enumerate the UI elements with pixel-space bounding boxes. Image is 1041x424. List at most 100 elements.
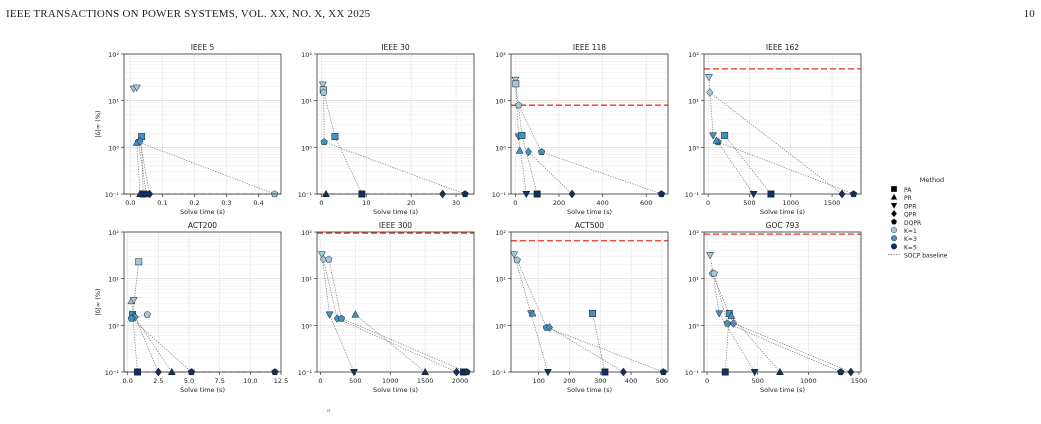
legend-marker — [890, 218, 898, 225]
legend-label: DPR — [904, 203, 916, 210]
subplot-ieee-162: 10⁻¹ 10⁰ 10¹ 10² 0 500 1000 1500 IEEE 162 Solve t… — [685, 43, 862, 216]
data-point — [589, 309, 597, 317]
data-point — [135, 258, 143, 266]
data-point — [524, 147, 532, 157]
data-point — [322, 189, 330, 197]
x-tick-label: 400 — [625, 377, 637, 385]
data-point — [537, 148, 546, 155]
x-tick-label: 0.4 — [253, 199, 263, 207]
x-tick-label: 200 — [553, 199, 565, 207]
connector-line — [141, 136, 144, 195]
x-tick-label: 10.0 — [243, 377, 257, 385]
connector-line — [130, 314, 275, 373]
data-point — [167, 367, 176, 375]
subplot-title: IEEE 5 — [191, 43, 215, 52]
y-tick-label: 10¹ — [688, 276, 699, 284]
legend-label: K=3 — [904, 236, 917, 243]
data-point — [337, 314, 346, 322]
y-tick-label: 10⁻¹ — [685, 369, 700, 377]
data-point — [320, 138, 328, 146]
y-tick-label: 10⁰ — [108, 322, 119, 330]
data-point — [515, 146, 524, 154]
y-tick-label: 10¹ — [301, 276, 312, 284]
x-tick-label: 1000 — [782, 199, 799, 207]
data-point — [712, 136, 721, 144]
legend-marker — [890, 202, 898, 209]
connector-line — [724, 135, 772, 195]
axes-frame — [510, 53, 669, 195]
connector-line — [134, 316, 159, 373]
data-point — [318, 81, 327, 89]
data-point — [727, 311, 736, 319]
x-tick-label: 1000 — [800, 377, 817, 385]
connector-line — [709, 92, 843, 195]
connector-line — [717, 141, 854, 195]
subplot-title: ACT500 — [575, 221, 604, 230]
data-point — [331, 133, 339, 141]
x-tick-label: 0 — [319, 199, 323, 207]
connector-line — [515, 79, 527, 195]
y-tick-label: 10⁻¹ — [492, 191, 507, 199]
x-tick-label: 0.2 — [189, 199, 199, 207]
data-point — [528, 309, 537, 317]
data-point — [543, 369, 552, 377]
page-number: 10 — [1023, 8, 1035, 20]
data-point — [319, 254, 327, 264]
subplot-title: IEEE 118 — [573, 43, 606, 52]
legend-label: DQPR — [904, 220, 921, 227]
legend-label: PR — [904, 195, 912, 202]
x-axis-label: Solve time (s) — [180, 386, 225, 394]
x-tick-label: 0 — [318, 377, 322, 385]
legend-marker — [891, 226, 898, 233]
data-point — [511, 76, 520, 84]
subplot-act200: 10⁻¹ 10⁰ 10¹ 10² 0.0 2.5 5.0 7.5 10.0 12.5 ACT200 S… — [94, 221, 288, 394]
x-tick-label: 10 — [362, 199, 370, 207]
x-tick-label: 2.5 — [153, 377, 163, 385]
connector-line — [731, 315, 781, 373]
subplot-ieee-5: 10⁻¹ 10⁰ 10¹ 10² 0.0 0.1 0.2 0.3 0.4 IEEE 5 Solve … — [94, 43, 282, 216]
x-tick-label: 1500 — [417, 377, 434, 385]
x-axis-label: Solve time (s) — [373, 386, 418, 394]
x-tick-label: 0.3 — [221, 199, 231, 207]
y-tick-label: 10² — [495, 51, 506, 59]
y-tick-label: 10⁰ — [688, 322, 699, 330]
legend-marker — [891, 235, 898, 242]
axes-frame — [703, 53, 862, 195]
y-tick-label: 10¹ — [108, 276, 119, 284]
y-tick-label: 10² — [301, 229, 312, 237]
connector-line — [323, 259, 457, 373]
axes-frame — [510, 231, 669, 373]
x-tick-label: 0.1 — [157, 199, 167, 207]
legend-marker — [891, 209, 897, 218]
legend-label: PA — [904, 187, 912, 194]
data-point — [317, 251, 326, 259]
x-tick-label: 12.5 — [274, 377, 288, 385]
data-point — [749, 191, 758, 199]
data-point — [721, 131, 729, 139]
data-point — [709, 132, 718, 140]
y-tick-label: 10² — [688, 229, 699, 237]
connector-line — [592, 313, 606, 373]
y-tick-label: 10¹ — [301, 98, 312, 106]
connector-line — [131, 301, 173, 373]
x-tick-label: 20 — [407, 199, 415, 207]
data-point — [750, 369, 759, 377]
data-point — [136, 136, 144, 146]
subplot-title: IEEE 162 — [766, 43, 799, 52]
y-tick-label: 10⁰ — [688, 144, 699, 152]
data-point — [518, 131, 526, 139]
subplot-ieee-118: 10⁻¹ 10⁰ 10¹ 10² 0 200 400 600 IEEE 118 Solve tim… — [492, 43, 669, 216]
y-axis-label: |δ|∞ (%) — [94, 288, 102, 315]
subplot-act500: 10⁻¹ 10⁰ 10¹ 10² 100 200 300 400 500 ACT500 Solve … — [492, 221, 669, 394]
cropped-text-fragment: " — [326, 409, 332, 419]
axes-frame — [316, 53, 475, 195]
x-tick-label: 500 — [656, 377, 668, 385]
data-point — [522, 191, 531, 199]
x-tick-label: 1500 — [824, 199, 841, 207]
legend-label: SOCP baseline — [904, 253, 948, 260]
y-tick-label: 10⁰ — [301, 322, 312, 330]
y-tick-label: 10¹ — [495, 276, 506, 284]
y-tick-label: 10⁻¹ — [105, 369, 120, 377]
